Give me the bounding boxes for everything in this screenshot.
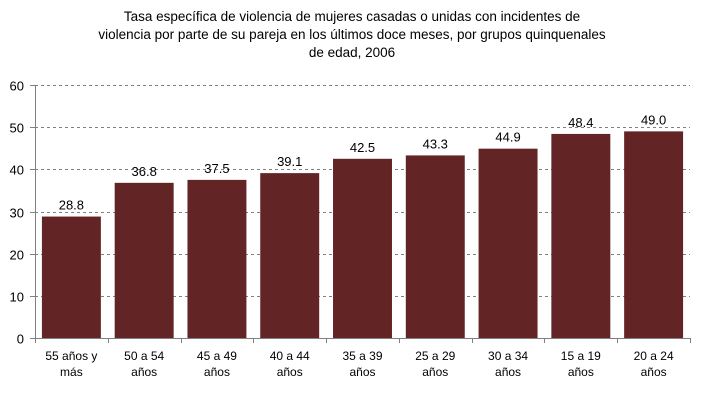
x-tick-label-line: años bbox=[204, 365, 230, 379]
x-tick-label-line: 35 a 39 bbox=[342, 349, 382, 363]
y-tick-label: 20 bbox=[10, 248, 24, 263]
x-tick-label-line: 55 años y bbox=[45, 349, 97, 363]
data-label: 43.3 bbox=[423, 136, 448, 151]
y-tick-label: 10 bbox=[10, 290, 24, 305]
x-tick-label-line: más bbox=[60, 365, 83, 379]
bars bbox=[41, 131, 684, 338]
data-label: 37.5 bbox=[204, 161, 229, 176]
x-tick-label-line: años bbox=[277, 365, 303, 379]
bar bbox=[405, 155, 465, 338]
bar bbox=[333, 158, 392, 338]
x-tick-label-line: años bbox=[422, 365, 448, 379]
bar bbox=[41, 216, 101, 338]
x-tick-label: 45 a 49 años bbox=[197, 349, 237, 379]
x-tick-label: 20 a 24 años bbox=[634, 349, 674, 379]
x-tick-label: 15 a 19 años bbox=[561, 349, 601, 379]
x-tick-label-line: 25 a 29 bbox=[415, 349, 455, 363]
y-tick-label: 50 bbox=[10, 121, 24, 136]
chart-title-line-1: Tasa específica de violencia de mujeres … bbox=[123, 9, 581, 24]
x-tick-label: 40 a 44 años bbox=[270, 349, 310, 379]
x-tick-label-line: 50 a 54 bbox=[124, 349, 164, 363]
y-tick-label: 30 bbox=[10, 206, 24, 221]
data-label: 28.8 bbox=[59, 198, 84, 213]
x-tick-label-line: 20 a 24 bbox=[634, 349, 674, 363]
data-label: 44.9 bbox=[495, 130, 520, 145]
bar bbox=[260, 173, 320, 338]
bar bbox=[114, 182, 174, 338]
data-label: 49.0 bbox=[641, 112, 666, 127]
x-tick-label-line: años bbox=[349, 365, 375, 379]
labels: 0 10 20 30 40 50 60 28.8 55 años y más 36.8 50 a 54… bbox=[10, 79, 674, 380]
x-tick-label-line: 15 a 19 bbox=[561, 349, 601, 363]
bar bbox=[551, 133, 611, 338]
x-tick-label-line: años bbox=[641, 365, 667, 379]
x-tick-label-line: años bbox=[568, 365, 594, 379]
x-tick-label: 30 a 34 años bbox=[488, 349, 528, 379]
data-label: 39.1 bbox=[277, 154, 302, 169]
axes bbox=[30, 85, 691, 343]
bar bbox=[478, 148, 538, 338]
x-tick-label-line: 30 a 34 bbox=[488, 349, 528, 363]
x-tick-label: 35 a 39 años bbox=[342, 349, 382, 379]
data-label: 36.8 bbox=[132, 164, 157, 179]
x-tick-label-line: 45 a 49 bbox=[197, 349, 237, 363]
data-label: 42.5 bbox=[350, 140, 375, 155]
chart-title: Tasa específica de violencia de mujeres … bbox=[0, 8, 704, 62]
x-tick-label: 55 años y más bbox=[45, 349, 97, 379]
data-label: 48.4 bbox=[568, 115, 593, 130]
chart-title-line-3: de edad, 2006 bbox=[308, 45, 396, 60]
bar bbox=[187, 179, 247, 338]
y-tick-label: 40 bbox=[10, 163, 24, 178]
x-tick-label-line: años bbox=[495, 365, 521, 379]
x-tick-label: 25 a 29 años bbox=[415, 349, 455, 379]
bar bbox=[624, 131, 684, 338]
y-tick-label: 0 bbox=[17, 332, 24, 347]
chart-title-line-2: violencia por parte de su pareja en los … bbox=[98, 27, 606, 42]
x-tick-label-line: años bbox=[131, 365, 157, 379]
y-tick-label: 60 bbox=[10, 79, 24, 94]
x-tick-label: 50 a 54 años bbox=[124, 349, 164, 379]
x-tick-label-line: 40 a 44 bbox=[270, 349, 310, 363]
